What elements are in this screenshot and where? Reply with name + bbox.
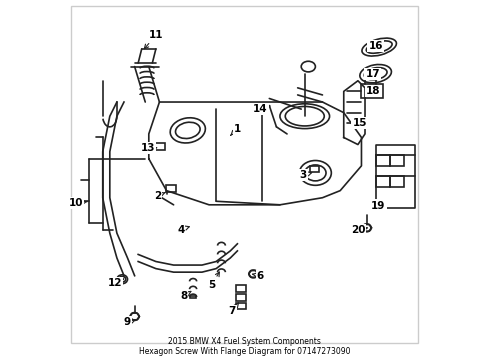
- Text: 14: 14: [253, 104, 269, 114]
- Bar: [235, 285, 246, 292]
- Bar: [375, 155, 389, 166]
- Text: 3: 3: [299, 170, 311, 180]
- Text: 7: 7: [228, 303, 238, 316]
- Text: 6: 6: [252, 271, 264, 281]
- Text: 5: 5: [208, 272, 219, 289]
- Text: 19: 19: [370, 201, 385, 211]
- Text: 9: 9: [124, 318, 135, 328]
- Bar: [235, 294, 246, 301]
- Text: 8: 8: [180, 291, 190, 301]
- Text: 11: 11: [144, 30, 163, 49]
- Text: 4: 4: [177, 225, 189, 235]
- Bar: [389, 176, 403, 187]
- Bar: [165, 185, 175, 192]
- Bar: [189, 296, 196, 298]
- Bar: [235, 303, 246, 309]
- Text: 2: 2: [154, 190, 165, 201]
- Bar: [155, 143, 165, 150]
- Bar: [375, 176, 389, 187]
- Bar: [389, 155, 403, 166]
- Text: 12: 12: [108, 278, 123, 288]
- Text: 20: 20: [350, 225, 366, 235]
- Text: 13: 13: [141, 143, 156, 153]
- Text: 15: 15: [352, 118, 366, 128]
- Text: 16: 16: [367, 41, 382, 51]
- Text: 17: 17: [365, 69, 379, 79]
- Text: 2015 BMW X4 Fuel System Components
Hexagon Screw With Flange Diagram for 0714727: 2015 BMW X4 Fuel System Components Hexag…: [139, 337, 349, 356]
- Text: 1: 1: [230, 123, 241, 135]
- Bar: [309, 166, 318, 172]
- Text: 18: 18: [365, 86, 379, 96]
- Bar: [361, 84, 382, 99]
- Text: 10: 10: [69, 198, 87, 208]
